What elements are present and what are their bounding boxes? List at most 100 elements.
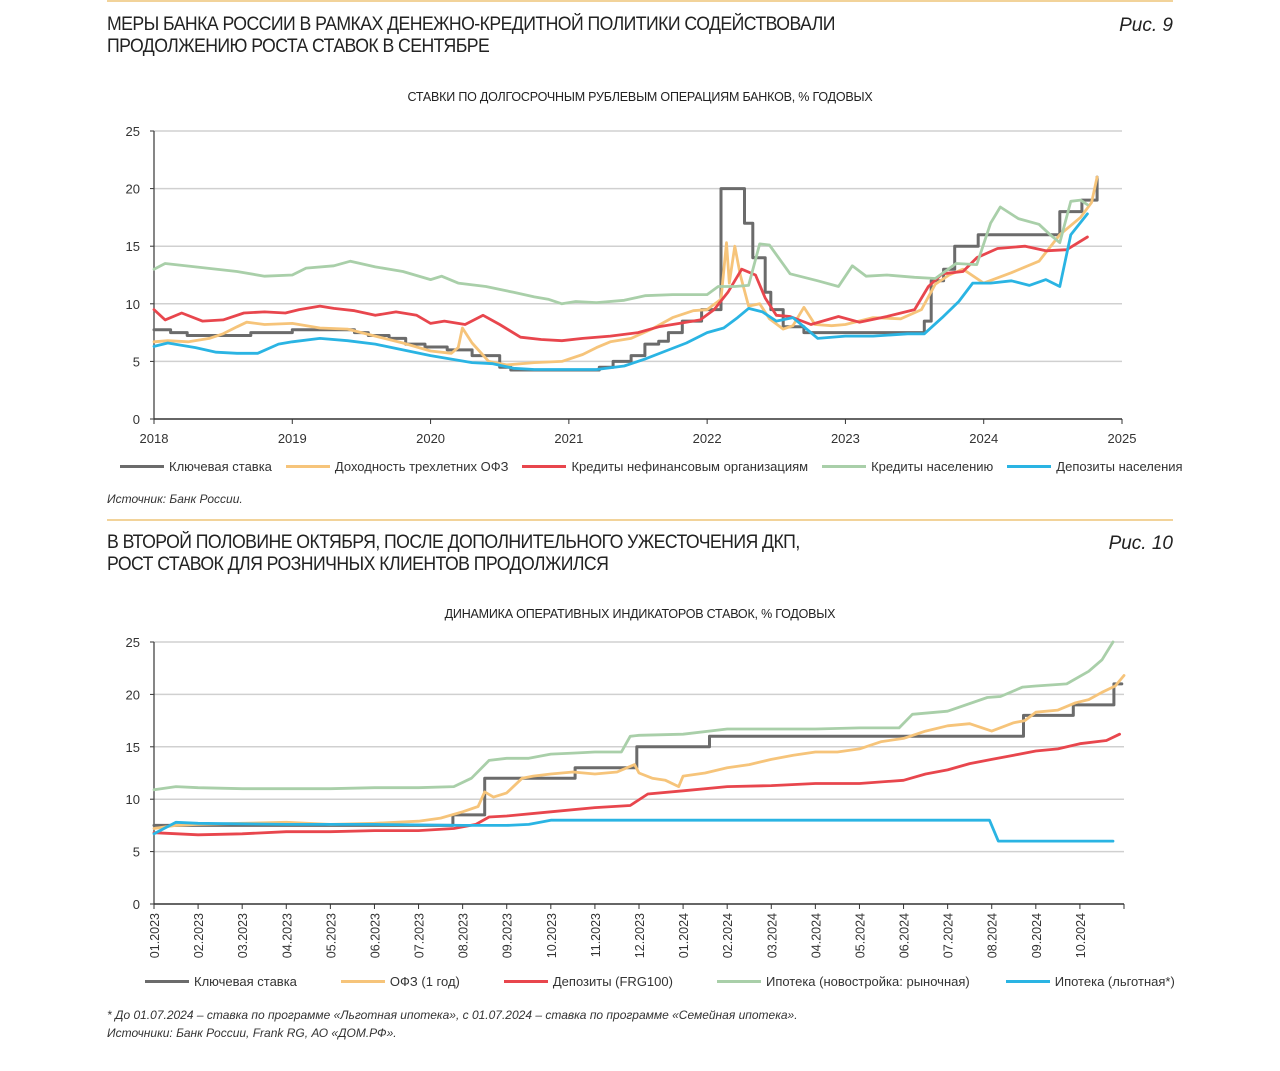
y-tick-label: 25 [126, 635, 140, 650]
series-line-1 [152, 674, 1126, 830]
x-tick-label: 10.2023 [545, 913, 559, 958]
middle-divider [107, 519, 1173, 521]
y-tick-label: 0 [133, 897, 140, 912]
x-tick-label: 01.2023 [148, 913, 162, 958]
legend-item: Ипотека (новостройка: рыночная) [716, 974, 970, 989]
y-tick-label: 15 [126, 239, 140, 254]
legend-swatch [503, 980, 548, 983]
y-tick-label: 15 [126, 740, 140, 755]
chart2-title: ДИНАМИКА ОПЕРАТИВНЫХ ИНДИКАТОРОВ СТАВОК,… [444, 607, 836, 621]
legend-label: Кредиты населению [871, 459, 994, 474]
legend-swatch [1005, 980, 1050, 983]
legend-item: Кредиты населению [822, 459, 993, 474]
fig10-footnote: * До 01.07.2024 – ставка по программе «Л… [107, 1008, 798, 1022]
fig9-title-line2: ПРОДОЛЖЕНИЮ РОСТА СТАВОК В СЕНТЯБРЕ [107, 36, 490, 57]
legend-item: Кредиты нефинансовым организациям [522, 459, 808, 474]
series-line-4 [152, 818, 1115, 843]
y-tick-label: 5 [133, 845, 140, 860]
legend-label: Доходность трехлетних ОФЗ [334, 459, 509, 474]
x-tick-label: 2023 [831, 431, 860, 446]
fig10-title-line1: В ВТОРОЙ ПОЛОВИНЕ ОКТЯБРЯ, ПОСЛЕ ДОПОЛНИ… [107, 532, 800, 553]
x-tick-label: 2024 [969, 431, 998, 446]
legend-label: Кредиты нефинансовым организациям [571, 459, 809, 474]
chart1-legend: Ключевая ставка Доходность трехлетних ОФЗ… [120, 459, 1183, 474]
chart1-title: СТАВКИ ПО ДОЛГОСРОЧНЫМ РУБЛЕВЫМ ОПЕРАЦИЯ… [407, 90, 873, 104]
legend-label: Депозиты (FRG100) [552, 974, 673, 989]
legend-item: ОФЗ (1 год) [340, 974, 460, 989]
y-tick-label: 5 [133, 354, 140, 369]
legend-label: ОФЗ (1 год) [389, 974, 460, 989]
y-tick-label: 25 [126, 124, 140, 139]
top-divider [107, 0, 1173, 2]
legend-swatch [285, 465, 330, 468]
x-tick-label: 02.2023 [192, 913, 206, 958]
x-tick-label: 2020 [416, 431, 445, 446]
x-tick-label: 05.2023 [324, 913, 338, 958]
x-tick-label: 06.2024 [898, 913, 912, 958]
legend-swatch [1007, 465, 1052, 468]
x-tick-label: 2021 [554, 431, 583, 446]
legend-item: Ключевая ставка [145, 974, 297, 989]
legend-label: Ипотека (новостройка: рыночная) [765, 974, 970, 989]
legend-swatch [145, 980, 189, 983]
legend-item: Ключевая ставка [120, 459, 272, 474]
series-line-1 [152, 175, 1099, 367]
x-tick-label: 2025 [1108, 431, 1137, 446]
fig10-label: Рис. 10 [1108, 533, 1173, 554]
series-line-0 [152, 682, 1124, 827]
x-tick-label: 09.2023 [501, 913, 515, 958]
chart2-legend: Ключевая ставка ОФЗ (1 год) Депозиты (FRG1… [145, 974, 1175, 989]
x-tick-label: 2018 [140, 431, 169, 446]
series-line-3 [152, 198, 1089, 306]
y-tick-label: 20 [126, 687, 140, 702]
x-tick-label: 08.2024 [986, 913, 1000, 958]
x-tick-label: 10.2024 [1074, 913, 1088, 958]
x-tick-label: 11.2023 [589, 913, 603, 957]
x-tick-label: 2022 [693, 431, 722, 446]
series-line-3 [152, 640, 1115, 792]
series-line-2 [152, 732, 1121, 837]
x-tick-label: 05.2024 [853, 913, 867, 958]
chart2: 0 5 10 15 20 25 01.2023 02.2023 03.2023 04.2023 05… [126, 635, 1126, 958]
fig9-title: МЕРЫ БАНКА РОССИИ В РАМКАХ ДЕНЕЖНО-КРЕДИ… [107, 14, 835, 58]
x-tick-label: 01.2024 [677, 913, 691, 958]
x-tick-label: 04.2023 [280, 913, 294, 958]
fig9-source: Источник: Банк России. [107, 492, 243, 506]
legend-swatch [716, 980, 761, 983]
legend-swatch [522, 465, 567, 468]
fig10-source: Источники: Банк России, Frank RG, АО «ДО… [107, 1026, 397, 1040]
legend-label: Ключевая ставка [169, 459, 272, 474]
x-tick-label: 09.2024 [1030, 913, 1044, 958]
legend-item: Депозиты (FRG100) [503, 974, 673, 989]
fig9-label: Рис. 9 [1119, 15, 1173, 36]
legend-item: Депозиты населения [1007, 459, 1183, 474]
legend-label: Ключевая ставка [194, 974, 297, 989]
legend-swatch [340, 980, 385, 983]
legend-item: Доходность трехлетних ОФЗ [285, 459, 509, 474]
series-line-4 [152, 212, 1089, 371]
x-tick-label: 06.2023 [368, 913, 382, 958]
y-tick-label: 20 [126, 182, 140, 197]
x-tick-label: 07.2024 [942, 913, 956, 958]
series-line-2 [152, 235, 1089, 343]
x-tick-label: 03.2024 [765, 913, 779, 958]
fig10-title-line2: РОСТ СТАВОК ДЛЯ РОЗНИЧНЫХ КЛИЕНТОВ ПРОДО… [107, 554, 609, 575]
legend-swatch [822, 465, 867, 468]
legend-swatch [120, 465, 164, 468]
legend-label: Ипотека (льготная*) [1054, 974, 1175, 989]
x-tick-label: 02.2024 [721, 913, 735, 958]
y-tick-label: 0 [133, 412, 140, 427]
legend-item: Ипотека (льготная*) [1005, 974, 1175, 989]
y-tick-label: 10 [126, 297, 140, 312]
legend-label: Депозиты населения [1056, 459, 1183, 474]
x-tick-label: 04.2024 [809, 913, 823, 958]
x-tick-label: 2019 [278, 431, 307, 446]
fig10-title: В ВТОРОЙ ПОЛОВИНЕ ОКТЯБРЯ, ПОСЛЕ ДОПОЛНИ… [107, 532, 800, 576]
x-tick-label: 12.2023 [633, 913, 647, 958]
x-tick-label: 03.2023 [236, 913, 250, 958]
y-tick-label: 10 [126, 792, 140, 807]
x-tick-label: 07.2023 [413, 913, 427, 958]
x-tick-label: 08.2023 [457, 913, 471, 958]
fig9-title-line1: МЕРЫ БАНКА РОССИИ В РАМКАХ ДЕНЕЖНО-КРЕДИ… [107, 14, 835, 35]
